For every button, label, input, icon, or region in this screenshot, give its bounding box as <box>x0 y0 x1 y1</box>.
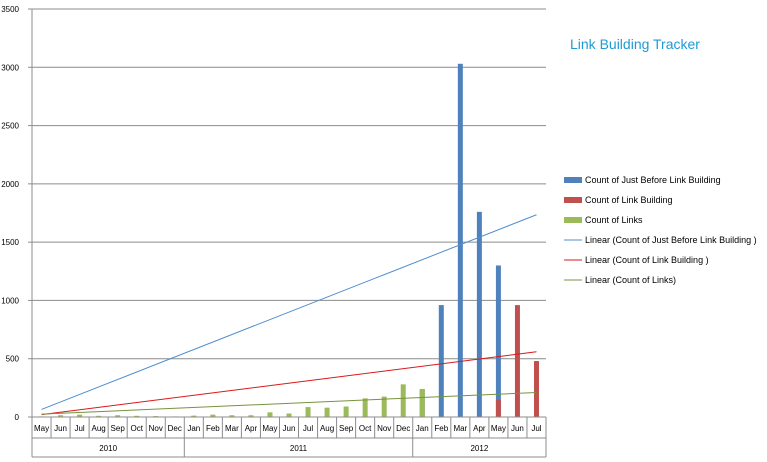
bar <box>533 361 539 417</box>
axes <box>31 9 546 418</box>
legend-label: Linear (Count of Just Before Link Buildi… <box>585 235 757 245</box>
legend-item: Count of Link Building <box>564 190 764 210</box>
legend-swatch-bar-green <box>564 217 582 223</box>
x-category-label: Oct <box>359 424 372 433</box>
x-category-label: Aug <box>92 424 106 433</box>
bar <box>419 389 425 417</box>
bar <box>362 398 368 417</box>
x-category-label: Jun <box>283 424 296 433</box>
bar <box>267 412 273 417</box>
bar <box>438 305 444 417</box>
legend-item: Count of Just Before Link Building <box>564 170 764 190</box>
legend-swatch-line-red <box>564 259 582 261</box>
y-tick-label: 2000 <box>1 180 19 189</box>
bar <box>457 63 463 417</box>
legend-swatch-bar-red <box>564 197 582 203</box>
x-category-label: Jun <box>511 424 524 433</box>
x-category-label: Jan <box>187 424 200 433</box>
x-category-label: Mar <box>225 424 239 433</box>
x-year-label: 2010 <box>99 444 117 453</box>
legend-label: Linear (Count of Links) <box>585 275 677 285</box>
x-category-label: Apr <box>245 424 258 433</box>
bar <box>495 400 501 417</box>
y-tick-label: 3000 <box>1 63 19 72</box>
legend-swatch-bar-blue <box>564 177 582 183</box>
x-category-label: Sep <box>339 424 354 433</box>
x-category-label: Jul <box>303 424 313 433</box>
bars <box>39 63 539 417</box>
legend-swatch-line-blue <box>564 239 582 241</box>
gridlines <box>28 8 546 418</box>
bar <box>115 415 121 417</box>
x-category-label: Apr <box>473 424 486 433</box>
bar <box>381 396 387 417</box>
legend-item: Count of Links <box>564 210 764 230</box>
x-category-label: Dec <box>168 424 182 433</box>
y-tick-label: 0 <box>15 413 20 422</box>
x-year-label: 2012 <box>470 444 488 453</box>
x-category-label: Jul <box>531 424 541 433</box>
bar <box>400 384 406 417</box>
y-tick-label: 3500 <box>1 5 19 14</box>
bar <box>58 415 64 417</box>
legend-label: Count of Link Building <box>585 195 673 205</box>
x-category-label: Nov <box>149 424 163 433</box>
bar <box>191 415 197 417</box>
y-tick-labels: 0 500 1000 1500 2000 2500 3000 3500 <box>1 5 19 422</box>
x-category-label: Jul <box>74 424 84 433</box>
bar <box>495 265 501 417</box>
legend-item: Linear (Count of Link Building ) <box>564 250 764 270</box>
bar <box>248 415 254 417</box>
x-category-label: May <box>34 424 49 433</box>
x-category-label: Mar <box>453 424 467 433</box>
bar <box>343 406 349 417</box>
legend-item: Linear (Count of Links) <box>564 270 764 290</box>
x-category-label: Oct <box>130 424 143 433</box>
bar <box>514 305 520 417</box>
bar <box>134 415 140 417</box>
x-category-label: Jun <box>54 424 67 433</box>
x-category-labels: May Jun Jul Aug Sep Oct Nov Dec Jan Feb Mar Apr May J… <box>31 417 547 458</box>
bar <box>210 414 216 417</box>
x-category-label: May <box>491 424 506 433</box>
legend-label: Count of Just Before Link Building <box>585 175 721 185</box>
bar <box>229 415 235 417</box>
chart-title: Link Building Tracker <box>570 36 700 52</box>
x-category-label: Feb <box>434 424 448 433</box>
legend-label: Linear (Count of Link Building ) <box>585 255 709 265</box>
trendline <box>41 392 537 415</box>
trendline <box>41 214 537 410</box>
trendline <box>41 351 537 416</box>
y-tick-label: 1500 <box>1 238 19 247</box>
trendlines <box>41 214 537 416</box>
y-tick-label: 500 <box>6 355 20 364</box>
x-category-label: Aug <box>320 424 334 433</box>
x-category-label: Nov <box>377 424 391 433</box>
legend: Count of Just Before Link Building Count… <box>564 170 764 290</box>
bar <box>77 414 83 417</box>
x-category-label: May <box>262 424 277 433</box>
x-category-label: Jan <box>416 424 429 433</box>
bar <box>286 413 292 417</box>
legend-item: Linear (Count of Just Before Link Buildi… <box>564 230 764 250</box>
x-category-label: Sep <box>111 424 126 433</box>
y-tick-label: 2500 <box>1 122 19 131</box>
y-tick-label: 1000 <box>1 296 19 305</box>
x-category-label: Feb <box>206 424 220 433</box>
bar <box>305 407 311 417</box>
bar <box>96 415 102 417</box>
bar <box>324 407 330 417</box>
bar <box>476 211 482 417</box>
legend-swatch-line-green <box>564 279 582 281</box>
legend-label: Count of Links <box>585 215 643 225</box>
x-year-label: 2011 <box>290 444 308 453</box>
x-category-label: Dec <box>396 424 410 433</box>
